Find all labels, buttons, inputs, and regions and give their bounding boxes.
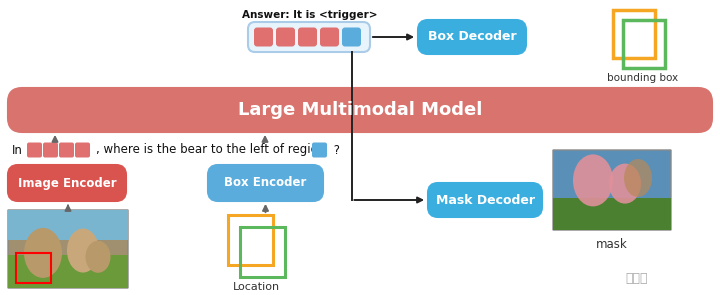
FancyBboxPatch shape xyxy=(553,150,671,230)
FancyBboxPatch shape xyxy=(8,88,712,132)
Bar xyxy=(623,20,665,68)
Text: bounding box: bounding box xyxy=(608,73,678,83)
Ellipse shape xyxy=(24,228,62,278)
Text: In: In xyxy=(12,143,23,157)
Text: 量子位: 量子位 xyxy=(625,271,647,284)
Bar xyxy=(613,10,655,58)
Bar xyxy=(8,255,128,288)
Text: mask: mask xyxy=(596,238,628,251)
FancyBboxPatch shape xyxy=(418,20,526,54)
Ellipse shape xyxy=(573,154,613,206)
Text: Answer: It is <trigger>: Answer: It is <trigger> xyxy=(242,10,378,20)
FancyBboxPatch shape xyxy=(248,22,370,52)
FancyBboxPatch shape xyxy=(254,27,273,47)
FancyBboxPatch shape xyxy=(43,142,58,158)
Text: , where is the bear to the left of region: , where is the bear to the left of regio… xyxy=(96,143,325,157)
FancyBboxPatch shape xyxy=(276,27,295,47)
FancyBboxPatch shape xyxy=(8,165,126,201)
Text: Large Multimodal Model: Large Multimodal Model xyxy=(238,101,482,119)
Ellipse shape xyxy=(67,229,99,273)
FancyBboxPatch shape xyxy=(320,27,339,47)
Ellipse shape xyxy=(86,241,110,273)
Text: Box Decoder: Box Decoder xyxy=(428,30,516,43)
Bar xyxy=(228,215,273,265)
FancyBboxPatch shape xyxy=(428,183,542,217)
Bar xyxy=(553,198,671,230)
Bar xyxy=(240,227,285,277)
FancyBboxPatch shape xyxy=(298,27,317,47)
Bar xyxy=(16,253,51,283)
Ellipse shape xyxy=(609,164,641,204)
Bar xyxy=(8,210,128,240)
FancyBboxPatch shape xyxy=(208,165,323,201)
FancyBboxPatch shape xyxy=(312,142,327,158)
Text: Location: Location xyxy=(233,282,280,292)
Text: Mask Decoder: Mask Decoder xyxy=(436,194,534,206)
Ellipse shape xyxy=(624,159,652,197)
FancyBboxPatch shape xyxy=(59,142,74,158)
FancyBboxPatch shape xyxy=(342,27,361,47)
FancyBboxPatch shape xyxy=(27,142,42,158)
Text: Image Encoder: Image Encoder xyxy=(18,176,117,189)
FancyBboxPatch shape xyxy=(8,210,128,288)
Text: Box Encoder: Box Encoder xyxy=(225,176,307,189)
FancyBboxPatch shape xyxy=(75,142,90,158)
Text: ?: ? xyxy=(330,143,340,157)
